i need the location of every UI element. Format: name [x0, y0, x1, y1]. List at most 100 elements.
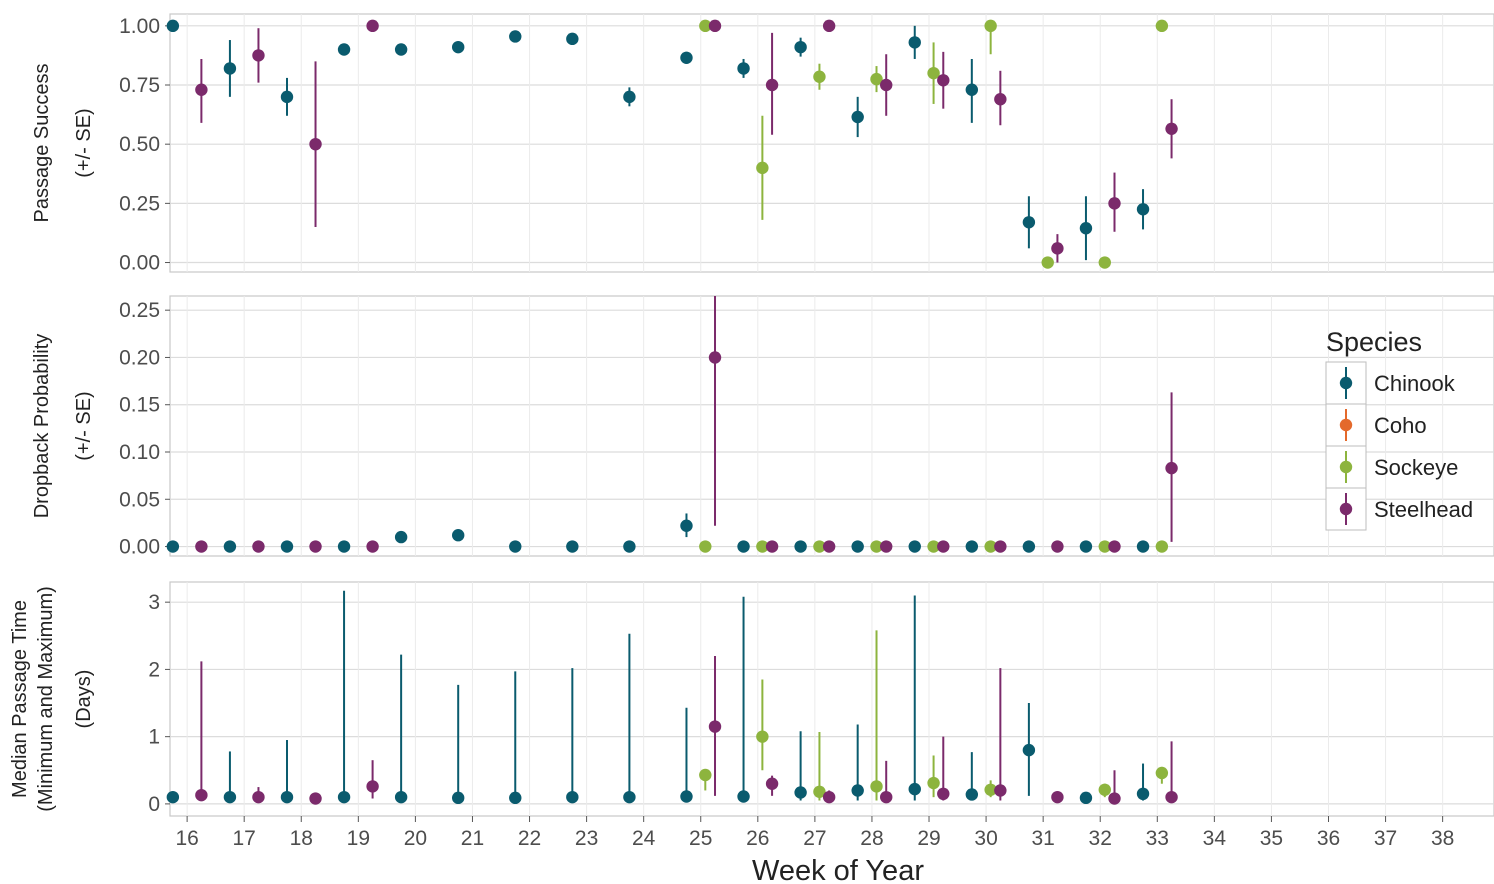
data-point-steelhead — [880, 760, 893, 804]
data-point-steelhead — [195, 540, 208, 553]
point-marker — [1079, 540, 1093, 553]
data-point-sockeye — [1155, 540, 1169, 553]
point-marker — [927, 540, 940, 553]
y-tick-label: 1.00 — [119, 15, 160, 38]
point-marker — [566, 32, 579, 46]
data-point-steelhead — [1108, 172, 1121, 232]
data-point-steelhead — [366, 540, 379, 553]
data-point-steelhead — [880, 540, 893, 553]
data-point-chinook — [451, 529, 465, 542]
point-marker — [699, 768, 712, 782]
y-axis-title-line: (+/- SE) — [73, 108, 95, 177]
point-marker — [337, 790, 351, 804]
point-marker — [908, 540, 921, 553]
data-point-steelhead — [252, 28, 265, 83]
data-point-steelhead — [994, 70, 1007, 126]
data-point-chinook — [451, 40, 465, 54]
point-marker — [566, 540, 579, 553]
x-tick-label: 30 — [974, 827, 997, 850]
panel-background — [169, 295, 1494, 557]
panel-background — [169, 13, 1494, 273]
data-point-steelhead — [1051, 234, 1064, 263]
x-tick-label: 16 — [175, 827, 198, 850]
point-marker — [623, 90, 636, 104]
point-marker — [880, 78, 893, 92]
point-marker — [813, 70, 826, 83]
data-point-chinook — [223, 540, 237, 553]
point-marker — [765, 78, 779, 92]
point-marker — [984, 19, 997, 33]
point-marker — [1108, 197, 1121, 210]
legend-key-point — [1339, 376, 1353, 390]
data-point-sockeye — [1098, 783, 1111, 798]
data-point-chinook — [965, 58, 979, 123]
x-tick-label: 19 — [347, 827, 370, 850]
x-tick-label: 18 — [290, 827, 313, 850]
point-marker — [1165, 461, 1178, 475]
point-marker — [1136, 787, 1150, 801]
x-tick-label: 29 — [917, 827, 940, 850]
data-point-chinook — [908, 25, 921, 59]
point-marker — [366, 780, 379, 793]
legend-item-sockeye: Sockeye — [1325, 445, 1458, 489]
point-marker — [1108, 792, 1121, 805]
data-point-chinook — [451, 684, 465, 805]
point-marker — [708, 351, 722, 364]
data-point-chinook — [794, 37, 807, 57]
data-point-chinook — [1022, 196, 1036, 249]
data-point-chinook — [223, 751, 237, 804]
y-tick-label: 0.20 — [119, 346, 160, 369]
point-marker — [309, 137, 322, 151]
data-point-chinook — [337, 43, 351, 56]
data-point-sockeye — [756, 115, 769, 220]
data-points — [166, 296, 1178, 553]
point-marker — [937, 787, 950, 801]
legend-label: Steelhead — [1374, 497, 1473, 522]
point-marker — [851, 540, 864, 553]
data-point-sockeye — [1041, 256, 1054, 269]
point-marker — [1108, 540, 1121, 553]
point-marker — [394, 530, 408, 544]
x-tick-label: 22 — [518, 827, 541, 850]
point-marker — [366, 19, 379, 33]
y-tick-label: 0.50 — [119, 133, 160, 156]
y-tick-label: 2 — [148, 658, 160, 681]
point-marker — [851, 110, 864, 124]
x-tick-label: 26 — [746, 827, 769, 850]
data-point-chinook — [566, 668, 579, 804]
point-marker — [794, 786, 807, 799]
data-point-chinook — [1022, 703, 1036, 796]
point-marker — [394, 43, 408, 56]
point-marker — [1079, 222, 1093, 235]
data-point-steelhead — [822, 540, 836, 553]
data-point-steelhead — [309, 792, 322, 805]
data-point-steelhead — [880, 54, 893, 116]
legend-item-steelhead: Steelhead — [1325, 487, 1473, 531]
y-axis-title-line: (Days) — [73, 670, 95, 729]
point-marker — [699, 19, 712, 33]
y-tick-label: 0.25 — [119, 299, 160, 322]
y-axis-title-line: (+/- SE) — [73, 391, 95, 460]
point-marker — [1098, 256, 1111, 269]
data-point-steelhead — [1051, 540, 1064, 553]
legend-key-point — [1339, 502, 1353, 516]
data-point-chinook — [1079, 196, 1093, 261]
point-marker — [166, 540, 180, 553]
data-point-steelhead — [252, 540, 265, 553]
data-point-chinook — [680, 513, 693, 538]
point-marker — [1155, 766, 1169, 780]
data-point-chinook — [623, 633, 636, 804]
point-marker — [1051, 790, 1064, 804]
point-marker — [756, 540, 769, 553]
data-point-steelhead — [708, 19, 722, 33]
data-point-steelhead — [937, 736, 950, 801]
data-point-chinook — [1022, 540, 1036, 553]
point-marker — [337, 43, 351, 56]
point-marker — [937, 540, 950, 553]
x-tick-label: 33 — [1146, 827, 1169, 850]
y-axis-dropback-probability: 0.00 0.05 0.10 0.15 0.20 0.25 — [119, 299, 170, 559]
panel-median-passage-time: 0 1 2 3 Median Passage Time (Minimum and Maxi… — [9, 581, 1494, 817]
point-marker — [984, 540, 997, 553]
point-marker — [965, 540, 979, 553]
data-point-chinook — [166, 19, 180, 33]
